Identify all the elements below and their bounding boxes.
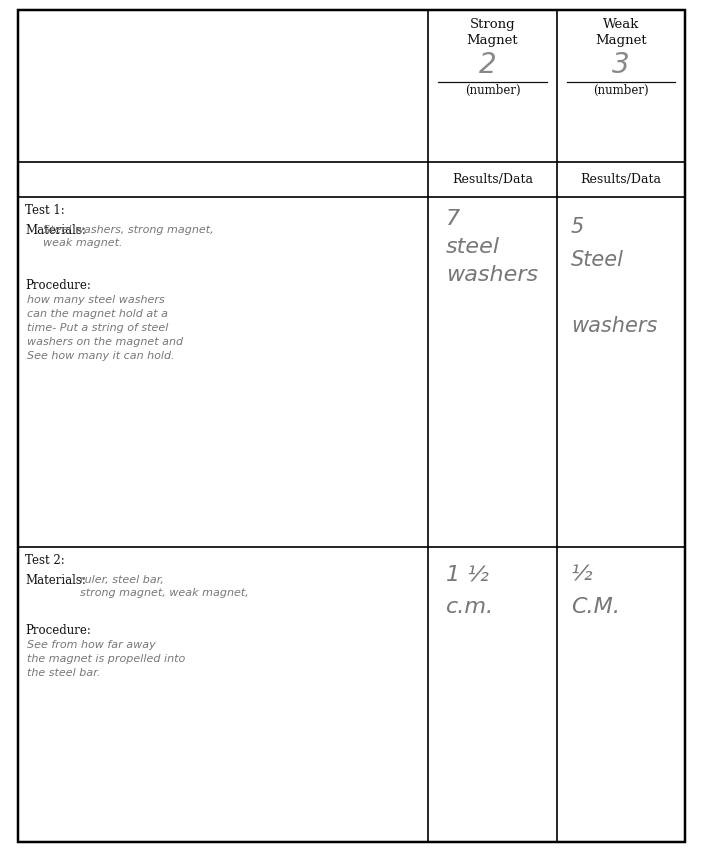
Text: 7
steel
washers: 7 steel washers	[446, 210, 538, 285]
Text: Weak
Magnet: Weak Magnet	[595, 18, 647, 47]
Text: Strong
Magnet: Strong Magnet	[467, 18, 518, 47]
Text: Steel washers, strong magnet,
weak magnet.: Steel washers, strong magnet, weak magne…	[43, 225, 214, 249]
Text: 5
Steel

washers: 5 Steel washers	[571, 217, 657, 336]
Text: 1 ½
c.m.: 1 ½ c.m.	[446, 565, 494, 618]
Text: Test 1:: Test 1:	[25, 204, 65, 217]
Text: Results/Data: Results/Data	[581, 173, 662, 187]
Text: 2: 2	[479, 51, 496, 79]
Text: ½
C.M.: ½ C.M.	[571, 565, 620, 618]
Text: Procedure:: Procedure:	[25, 279, 91, 292]
Text: Materials:: Materials:	[25, 573, 86, 587]
Text: (number): (number)	[593, 84, 649, 97]
Text: See from how far away
the magnet is propelled into
the steel bar.: See from how far away the magnet is prop…	[27, 640, 186, 677]
Text: 3: 3	[612, 51, 630, 79]
Text: Test 2:: Test 2:	[25, 554, 65, 567]
Text: Results/Data: Results/Data	[452, 173, 533, 187]
Text: Materials:: Materials:	[25, 224, 86, 237]
Text: how many steel washers
can the magnet hold at a
time- Put a string of steel
wash: how many steel washers can the magnet ho…	[27, 295, 183, 361]
Text: ruler, steel bar,
strong magnet, weak magnet,: ruler, steel bar, strong magnet, weak ma…	[80, 574, 249, 598]
Text: Procedure:: Procedure:	[25, 624, 91, 636]
Text: (number): (number)	[465, 84, 520, 97]
